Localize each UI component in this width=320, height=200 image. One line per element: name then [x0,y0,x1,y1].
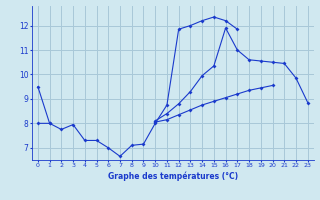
X-axis label: Graphe des températures (°C): Graphe des températures (°C) [108,171,238,181]
